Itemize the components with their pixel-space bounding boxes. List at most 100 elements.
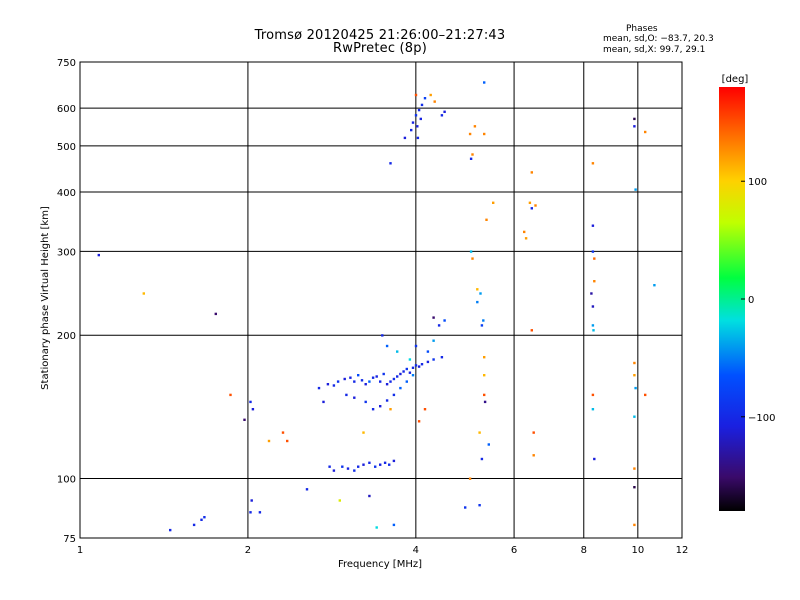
colorbar-ticks: 100 0 −100 bbox=[741, 177, 775, 424]
data-point bbox=[414, 344, 418, 348]
data-point bbox=[653, 284, 656, 287]
grid-lines bbox=[80, 62, 682, 538]
data-point bbox=[368, 494, 371, 498]
x-tick-label: 1 bbox=[77, 545, 83, 556]
data-point bbox=[402, 370, 405, 373]
data-point bbox=[97, 253, 100, 257]
data-point bbox=[432, 358, 435, 361]
data-point bbox=[593, 280, 596, 283]
data-point bbox=[419, 117, 422, 121]
data-point bbox=[399, 372, 402, 376]
data-point bbox=[389, 162, 392, 165]
data-point bbox=[443, 319, 446, 322]
y-tick-label: 600 bbox=[57, 104, 76, 115]
data-point bbox=[411, 366, 415, 369]
data-point bbox=[590, 292, 593, 295]
data-point bbox=[591, 224, 595, 227]
data-point bbox=[411, 374, 415, 377]
data-point bbox=[592, 329, 595, 332]
x-tick-labels: 1 2 4 6 8 10 12 bbox=[77, 545, 689, 556]
data-point bbox=[464, 506, 467, 509]
x-tick-label: 2 bbox=[245, 545, 251, 556]
data-point bbox=[480, 457, 484, 461]
data-point bbox=[360, 379, 364, 382]
data-point bbox=[399, 386, 402, 390]
data-points bbox=[97, 81, 656, 532]
data-point bbox=[591, 162, 595, 165]
data-point bbox=[416, 136, 420, 140]
data-point bbox=[473, 125, 477, 128]
data-point bbox=[485, 218, 488, 221]
data-point bbox=[396, 350, 399, 353]
data-point bbox=[362, 431, 365, 434]
data-point bbox=[341, 465, 344, 468]
data-point bbox=[396, 375, 399, 378]
data-point bbox=[249, 400, 252, 404]
data-point bbox=[357, 374, 360, 377]
data-point bbox=[364, 400, 367, 404]
data-point bbox=[479, 292, 482, 295]
data-point bbox=[417, 365, 421, 368]
data-point bbox=[476, 288, 479, 291]
y-tick-label: 500 bbox=[57, 142, 76, 153]
data-point bbox=[405, 380, 408, 383]
data-point bbox=[437, 324, 441, 327]
data-point bbox=[417, 420, 421, 423]
data-point bbox=[633, 486, 636, 489]
data-point bbox=[392, 377, 396, 381]
data-point bbox=[423, 408, 427, 411]
y-tick-label: 400 bbox=[57, 188, 76, 199]
mean-sd-x-readout: mean, sd,X: 99.7, 29.1 bbox=[603, 45, 706, 55]
data-point bbox=[471, 257, 474, 260]
data-point bbox=[267, 439, 271, 443]
colorbar-label: [deg] bbox=[722, 74, 749, 85]
data-point bbox=[432, 316, 435, 319]
data-point bbox=[471, 153, 474, 156]
data-point bbox=[593, 257, 596, 260]
data-point bbox=[385, 344, 389, 348]
data-point bbox=[440, 356, 444, 359]
data-point bbox=[169, 528, 172, 532]
data-point bbox=[142, 292, 145, 295]
x-tick-label: 8 bbox=[581, 545, 587, 556]
y-tick-label: 200 bbox=[57, 331, 76, 342]
data-point bbox=[528, 201, 532, 204]
data-point bbox=[426, 350, 430, 353]
data-point bbox=[633, 361, 636, 365]
data-point bbox=[644, 393, 647, 397]
data-point bbox=[634, 386, 637, 390]
data-point bbox=[591, 408, 595, 411]
phases-label: Phases bbox=[626, 24, 658, 34]
data-point bbox=[332, 469, 336, 472]
data-point bbox=[478, 504, 481, 507]
x-tick-label: 6 bbox=[511, 545, 517, 556]
data-point bbox=[408, 371, 412, 374]
data-point bbox=[420, 363, 424, 366]
data-point bbox=[258, 511, 262, 514]
data-point bbox=[633, 117, 636, 121]
data-point bbox=[411, 121, 415, 124]
data-point bbox=[368, 461, 371, 464]
data-point bbox=[362, 463, 365, 466]
data-point bbox=[534, 204, 537, 207]
data-point bbox=[392, 523, 396, 527]
data-point bbox=[381, 334, 384, 337]
plot-frame bbox=[79, 61, 683, 539]
data-point bbox=[420, 103, 424, 107]
data-point bbox=[375, 375, 378, 378]
data-point bbox=[478, 431, 481, 434]
data-point bbox=[328, 465, 331, 468]
data-point bbox=[591, 305, 595, 308]
data-point bbox=[483, 393, 486, 397]
data-point bbox=[250, 499, 253, 502]
data-point bbox=[532, 431, 535, 434]
data-point bbox=[353, 380, 356, 383]
data-point bbox=[379, 463, 382, 466]
data-point bbox=[644, 130, 647, 134]
data-point bbox=[483, 356, 486, 359]
y-axis-label: Stationary phase Virtual Height [km] bbox=[40, 206, 51, 390]
data-point bbox=[410, 128, 413, 132]
data-point bbox=[203, 516, 206, 519]
data-point bbox=[487, 443, 490, 446]
